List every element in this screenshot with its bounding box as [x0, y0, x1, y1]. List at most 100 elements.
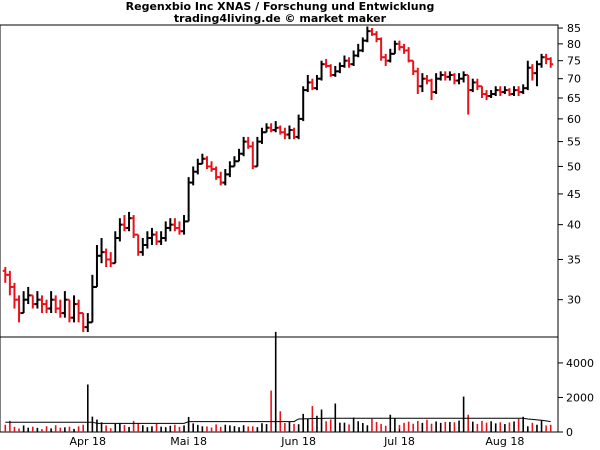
- price-tick-label: 65: [567, 92, 581, 105]
- price-bar: [300, 86, 306, 122]
- price-bar: [364, 26, 370, 43]
- price-bar: [245, 136, 251, 149]
- price-bar: [493, 86, 499, 97]
- price-bar: [374, 31, 380, 43]
- price-tick-label: 40: [567, 219, 581, 232]
- price-tick-label: 45: [567, 188, 581, 201]
- time-tick-label: Apr 18: [70, 435, 107, 448]
- price-bar: [291, 127, 297, 140]
- price-bar: [236, 148, 242, 163]
- price-bar: [241, 136, 247, 157]
- price-bar: [516, 86, 522, 97]
- price-bar: [181, 215, 187, 235]
- price-bar: [273, 121, 279, 133]
- price-bar: [488, 90, 494, 99]
- price-bar: [451, 73, 457, 85]
- price-bar: [7, 270, 13, 296]
- price-bar: [470, 78, 476, 93]
- price-bar: [479, 85, 485, 99]
- price-bar: [442, 71, 448, 81]
- price-bar: [277, 125, 283, 135]
- price-bar: [497, 86, 503, 97]
- price-tick-label: 85: [567, 22, 581, 35]
- price-bar: [369, 28, 375, 36]
- volume-tick-label: 0: [566, 426, 573, 439]
- price-bar: [154, 231, 160, 245]
- price-axis: 30 35 40 45 50 55 60 65 70 75 80 85: [558, 22, 581, 307]
- price-bar: [264, 123, 270, 134]
- price-bar: [456, 73, 462, 85]
- price-bar: [204, 156, 210, 170]
- price-bar: [268, 123, 274, 133]
- price-bar: [103, 248, 109, 268]
- price-bar: [135, 233, 141, 256]
- price-bar: [34, 291, 40, 309]
- volume-axis: 0 2000 4000: [558, 357, 594, 439]
- price-bar: [44, 299, 50, 314]
- price-bar: [167, 218, 173, 232]
- price-bar: [231, 156, 237, 168]
- price-bar: [415, 67, 421, 95]
- price-bar: [89, 274, 95, 324]
- price-bar: [186, 177, 192, 223]
- price-tick-label: 70: [567, 73, 581, 86]
- price-tick-label: 30: [567, 294, 581, 307]
- volume-average-line: [5, 417, 551, 424]
- price-bar: [176, 221, 182, 235]
- price-bar: [401, 43, 407, 54]
- price-bar: [131, 215, 137, 239]
- price-bar: [85, 313, 91, 333]
- price-bar: [199, 153, 205, 165]
- price-bar: [360, 37, 366, 53]
- price-bar: [392, 40, 398, 55]
- price-bar: [76, 299, 82, 323]
- price-bar: [163, 221, 169, 242]
- price-bar: [502, 86, 508, 95]
- price-bar: [213, 166, 219, 180]
- price-bar: [94, 244, 100, 288]
- price-bar: [62, 291, 68, 318]
- time-tick-label: Mai 18: [170, 435, 207, 448]
- price-tick-label: 60: [567, 113, 581, 126]
- price-bar: [461, 71, 467, 83]
- price-panel: 30 35 40 45 50 55 60 65 70 75 80 85: [0, 22, 581, 338]
- time-tick-label: Jun 18: [280, 435, 316, 448]
- price-bar: [543, 53, 549, 65]
- price-bar: [190, 166, 196, 186]
- price-bar: [286, 125, 292, 140]
- price-bar: [429, 78, 435, 101]
- price-bar: [108, 252, 114, 268]
- price-bar: [529, 64, 535, 81]
- price-tick-label: 80: [567, 38, 581, 51]
- price-bar: [525, 60, 531, 91]
- price-bar: [144, 231, 150, 249]
- volume-tick-label: 4000: [566, 357, 594, 370]
- price-bar: [406, 47, 412, 63]
- time-axis: Apr 18 Mai 18 Jun 18 Jul 18 Aug 18: [70, 429, 524, 448]
- price-bar: [424, 74, 430, 85]
- price-bar: [30, 294, 36, 309]
- price-bar: [332, 65, 338, 77]
- volume-panel: 0 2000 4000: [0, 331, 594, 439]
- price-bar: [355, 43, 361, 58]
- price-bar: [520, 84, 526, 95]
- price-bar: [511, 86, 517, 97]
- price-bar: [319, 60, 325, 81]
- price-bar: [323, 58, 329, 68]
- volume-bars: [4, 331, 552, 432]
- price-bar: [410, 59, 416, 75]
- price-panel-frame: [0, 24, 559, 338]
- price-bar: [172, 218, 178, 232]
- price-bar: [218, 171, 224, 186]
- time-tick-label: Aug 18: [485, 435, 524, 448]
- price-bar: [149, 227, 155, 245]
- time-tick-label: Jul 18: [383, 435, 415, 448]
- price-bar: [346, 57, 352, 68]
- volume-panel-frame: [0, 336, 559, 433]
- price-bar: [506, 88, 512, 97]
- price-bar: [539, 53, 545, 68]
- price-tick-label: 35: [567, 253, 581, 266]
- price-bar: [378, 37, 384, 61]
- price-bar: [484, 90, 490, 101]
- price-bar: [341, 55, 347, 68]
